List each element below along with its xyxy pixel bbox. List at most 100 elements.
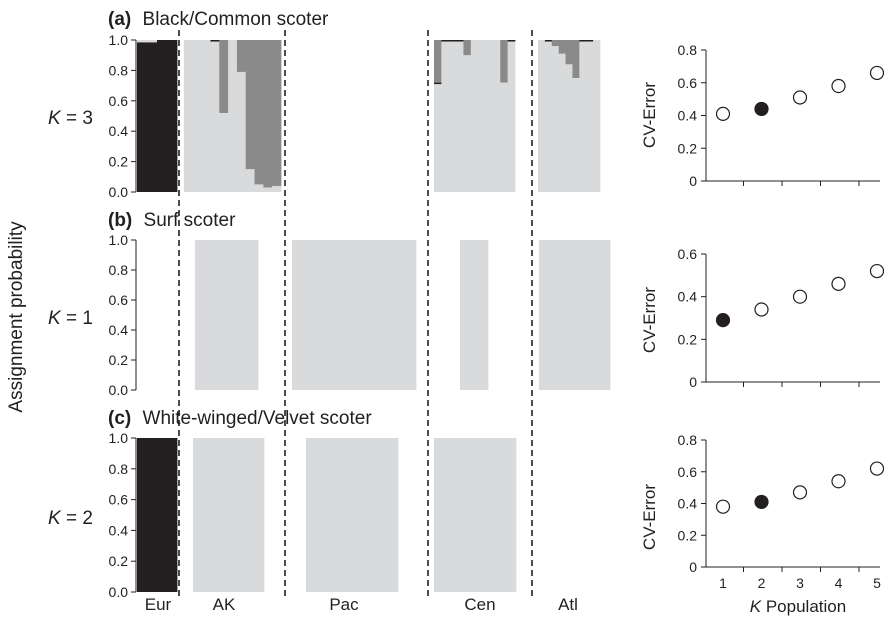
individual-bar-segment [157,438,168,592]
cv-point [792,485,808,500]
individual-bar [254,40,264,192]
individual-bar-segment [379,438,390,592]
individual-bar [565,40,573,192]
individual-bar-segment [157,40,168,192]
individual-bar [370,438,380,592]
panel-c-header: (c) White-winged/Velvet scoter [108,408,372,429]
panel-b-cv-error-plot: 0 0.2 0.4 0.6 [678,246,885,390]
individual-bar [551,40,560,192]
cv-point [831,474,846,489]
individual-bar [434,438,443,592]
cv-y-tick-label: 0.8 [678,42,698,58]
individual-bar [463,40,472,193]
individual-bar [222,240,232,390]
individual-bar-segment [565,64,573,192]
cv-y-tick-label: 0.2 [678,140,698,156]
individual-bar-segment [551,46,560,192]
cv-point [754,302,769,317]
structure-y-tick-label: 0.0 [109,184,129,200]
individual-bar-segment [342,438,353,592]
individual-bar-segment [434,40,442,83]
structure-y-tick-label: 1.0 [109,232,129,248]
cv-x-tick-label: 2 [758,575,766,591]
pop-label-pac: Pac [329,595,359,614]
individual-bar [243,438,255,592]
cv-point [715,106,731,121]
structure-y-tick-label: 0.0 [109,584,129,600]
individual-bar-segment [507,41,516,192]
individual-bar-segment [538,40,546,192]
individual-bar-segment [458,438,468,592]
individual-bar-segment [478,40,486,192]
cv-xlabel: K Population [750,597,846,616]
individual-bar-segment [213,438,224,592]
panel-c-k-label: K = 2 [48,508,93,529]
individual-bar [324,438,334,592]
individual-bar [538,40,546,192]
individual-bar [263,40,273,192]
individual-bar [147,438,158,592]
individual-bar-segment [434,84,442,192]
individual-bar [333,240,345,390]
individual-bar-segment [499,438,509,592]
assignment-probability-label: Assignment probability [6,221,27,413]
individual-bar [379,438,390,592]
individual-bar [167,438,178,592]
individual-bar [544,40,553,192]
individual-bar [405,240,417,390]
individual-bar-segment [559,240,570,390]
individual-bar [388,438,399,592]
individual-bar [442,438,451,592]
individual-bar [354,240,365,390]
individual-bar [579,240,591,390]
individual-bar-segment [492,40,501,192]
individual-bar [374,240,386,390]
structure-y-tick-label: 0.2 [109,352,129,368]
svg-text:(a) Black/Common scoter: (a) Black/Common scoter [108,9,329,30]
individual-bar [137,40,148,192]
individual-bar-segment [551,40,560,47]
individual-bar-segment [463,40,472,56]
cv-point [831,276,846,291]
individual-bar-segment [434,82,442,85]
individual-bar-segment [324,438,334,592]
individual-bar-segment [231,240,241,390]
individual-bar-segment [167,438,178,592]
individual-bar [203,438,214,592]
structure-y-tick-label: 0.6 [109,93,129,109]
cv-point-selected [754,101,769,117]
individual-bar-segment [491,438,500,592]
individual-bar-segment [354,240,365,390]
individual-bar [466,438,476,592]
individual-bar-segment [253,438,265,592]
panel-b-header: (b) Surf scoter [108,210,236,231]
individual-bar-segment [478,240,489,390]
individual-bar-segment [549,240,560,390]
individual-bar [342,438,353,592]
population-dividers [178,30,533,598]
pop-label-cen: Cen [464,595,495,614]
individual-bar-segment [210,41,220,192]
individual-bar [558,40,566,193]
cv-y-tick-label: 0.6 [678,75,698,91]
cv-y-tick-label: 0.8 [678,432,698,448]
panel-a-cv-error-plot: 0 0.2 0.4 0.6 0.8 [678,42,885,189]
individual-bar-segment [210,40,220,42]
individual-bar [456,40,464,192]
individual-bar-segment [263,40,273,188]
cv-point [792,289,808,304]
individual-bar [343,240,355,390]
individual-bar [302,240,314,390]
individual-bar-segment [147,42,158,192]
individual-bar-segment [333,240,345,390]
structure-y-tick-label: 1.0 [109,430,129,446]
individual-bar-segment [236,40,247,72]
svg-text:(c) White-winged/Velvet: (c) White-winged/Velvet scoter [108,408,372,429]
individual-bar-segment [507,40,516,42]
individual-bar-segment [434,438,443,592]
individual-bar-segment [192,40,203,192]
panel-b-structure-plot: 0.0 0.2 0.4 0.6 0.8 1.0 [109,232,611,398]
individual-bar-segment [586,40,594,42]
individual-bar [333,438,344,592]
individual-bar-segment [315,438,325,592]
